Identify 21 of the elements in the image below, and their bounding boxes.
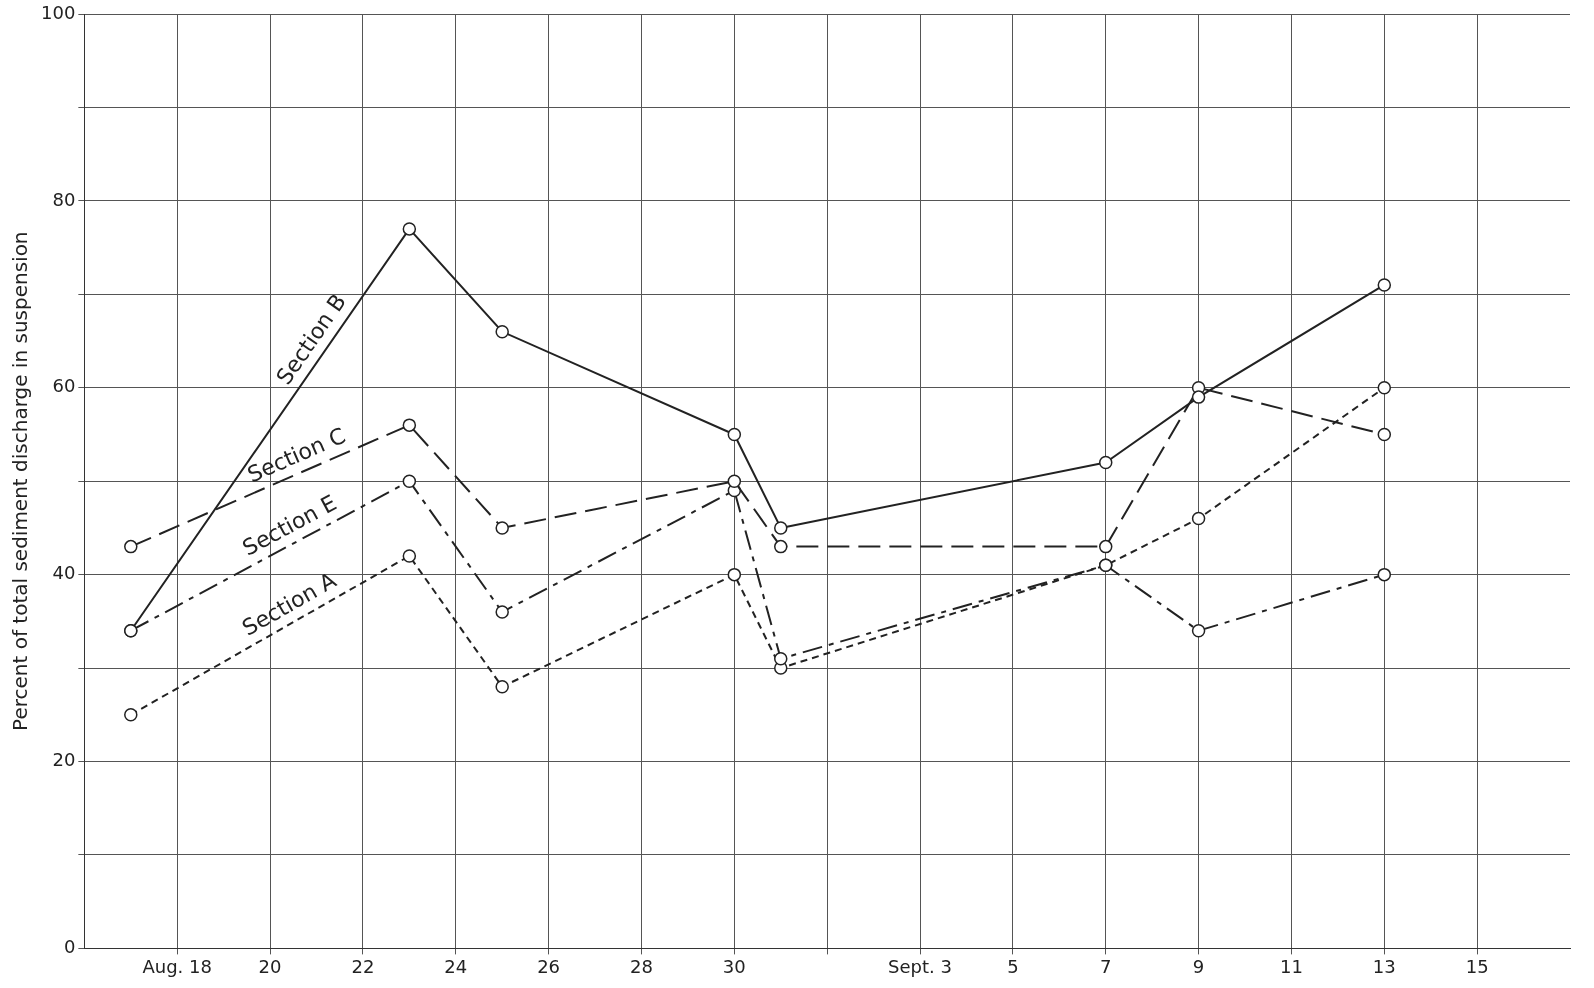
x-tick-label: Aug. 18 [142, 955, 212, 977]
x-tick-label: 28 [630, 955, 653, 977]
x-tick-label: 13 [1372, 955, 1396, 977]
x-tick-label: 11 [1279, 955, 1303, 977]
x-tick-label: 30 [722, 955, 746, 977]
y-tick-label: 40 [52, 562, 76, 584]
x-tick-label: 15 [1465, 955, 1489, 977]
x-tick-label: 26 [537, 955, 561, 977]
y-tick-label: 100 [41, 1, 76, 23]
y-axis-title: Percent of total sediment discharge in suspension [8, 231, 33, 731]
x-tick-label: 24 [444, 955, 468, 977]
y-tick-label: 20 [52, 749, 76, 771]
x-tick-label: 9 [1192, 955, 1205, 977]
y-tick-label: 80 [52, 188, 76, 210]
x-tick-label: 5 [1007, 955, 1019, 977]
x-tick-label: 22 [351, 955, 375, 977]
x-tick-label: Sept. 3 [888, 955, 952, 977]
y-tick-label: 0 [63, 936, 76, 958]
y-tick-label: 60 [52, 375, 76, 397]
x-tick-label: 20 [258, 955, 282, 977]
x-tick-label: 7 [1100, 955, 1112, 977]
